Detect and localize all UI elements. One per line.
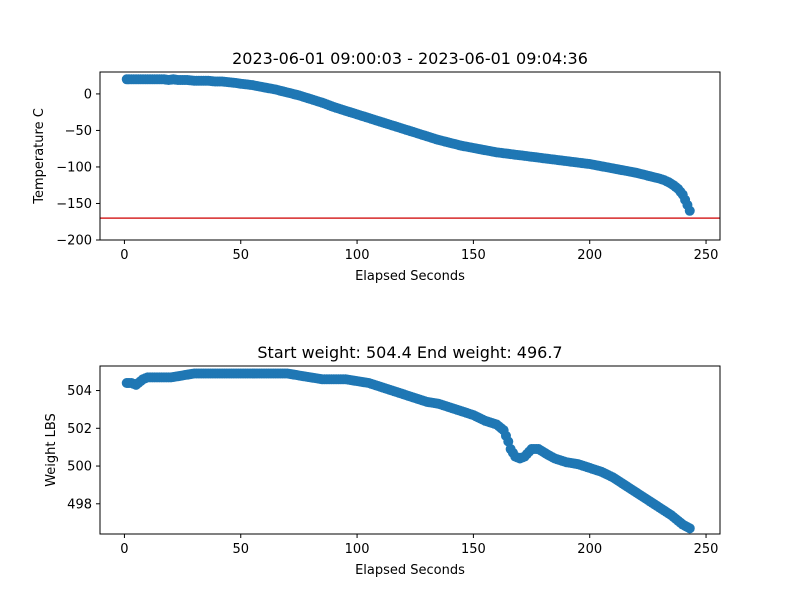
x-tick-label: 100	[345, 542, 370, 557]
x-tick-label: 200	[577, 542, 602, 557]
weight-x-axis-label: Elapsed Seconds	[355, 563, 465, 578]
data-point	[684, 523, 695, 534]
temperature-chart-title: 2023-06-01 09:00:03 - 2023-06-01 09:04:3…	[232, 49, 588, 68]
temperature-plot: 2023-06-01 09:00:03 - 2023-06-01 09:04:3…	[32, 49, 721, 284]
x-tick-label: 100	[345, 248, 370, 263]
y-tick-label: −50	[65, 124, 92, 139]
weight-x-ticks: 0 50 100 150 200 250	[120, 534, 718, 557]
x-tick-label: 150	[461, 542, 486, 557]
y-tick-label: −100	[56, 160, 92, 175]
x-tick-label: 0	[120, 248, 128, 263]
data-point	[503, 436, 514, 447]
temperature-y-axis-label: Temperature C	[32, 108, 47, 205]
weight-y-ticks: 504 502 500 498	[67, 384, 100, 512]
y-tick-label: 0	[84, 87, 92, 102]
y-tick-label: 498	[67, 497, 92, 512]
x-tick-label: 50	[232, 542, 249, 557]
data-point	[684, 205, 695, 216]
weight-series	[121, 368, 695, 534]
temperature-x-ticks: 0 50 100 150 200 250	[120, 240, 718, 263]
weight-y-axis-label: Weight LBS	[44, 413, 59, 487]
x-tick-label: 250	[694, 542, 719, 557]
x-tick-label: 200	[577, 248, 602, 263]
temperature-series	[121, 74, 695, 216]
y-tick-label: −200	[56, 234, 92, 249]
x-tick-label: 50	[232, 248, 249, 263]
y-tick-label: 502	[67, 422, 92, 437]
x-tick-label: 250	[694, 248, 719, 263]
weight-plot-frame	[99, 365, 721, 535]
y-tick-label: −150	[56, 197, 92, 212]
y-tick-label: 504	[67, 384, 92, 399]
y-tick-label: 500	[67, 460, 92, 475]
temperature-plot-frame	[99, 71, 721, 241]
x-tick-label: 150	[461, 248, 486, 263]
temperature-x-axis-label: Elapsed Seconds	[355, 269, 465, 284]
x-tick-label: 0	[120, 542, 128, 557]
temperature-y-ticks: 0 −50 −100 −150 −200	[56, 87, 100, 249]
weight-chart-title: Start weight: 504.4 End weight: 496.7	[257, 343, 562, 362]
weight-plot: Start weight: 504.4 End weight: 496.7 0 5…	[44, 343, 721, 578]
